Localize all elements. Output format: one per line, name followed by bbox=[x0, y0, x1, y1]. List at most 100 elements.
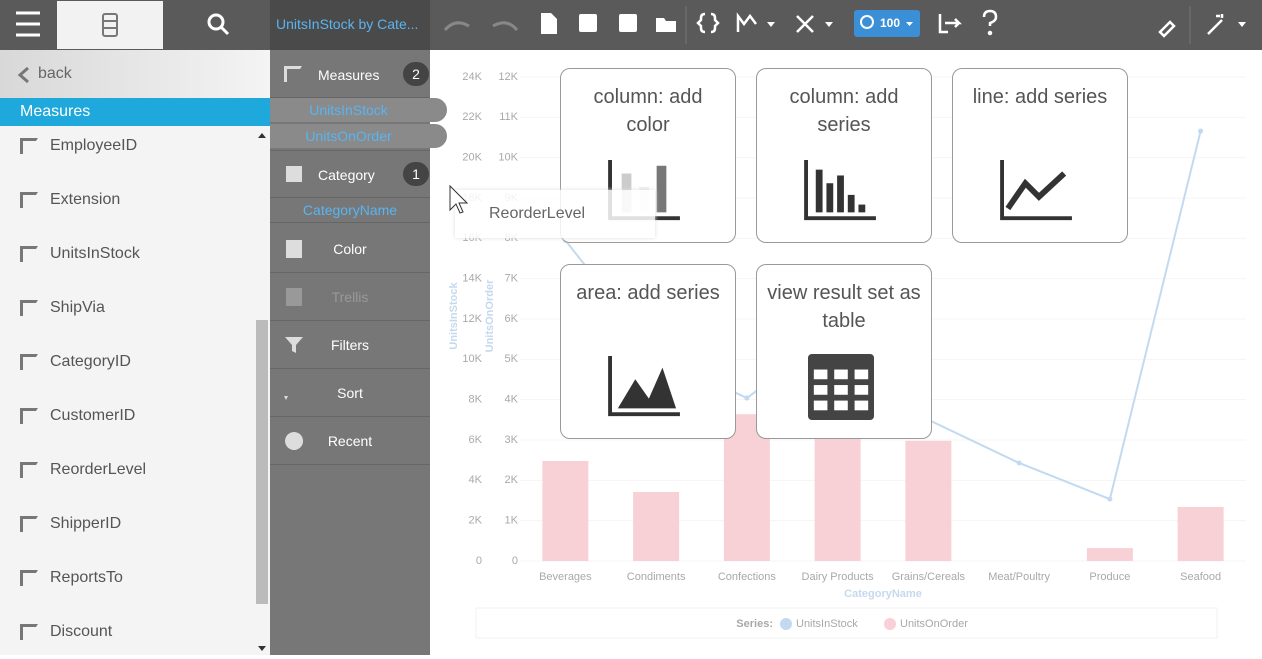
measure-pill[interactable]: UnitsOnOrder bbox=[270, 124, 447, 148]
suggestion-icon bbox=[804, 159, 876, 221]
scroll-up bbox=[258, 133, 266, 138]
icon-shape bbox=[20, 354, 38, 370]
legend-title: Series: bbox=[736, 618, 773, 630]
point bbox=[1107, 496, 1113, 502]
field-item[interactable]: ReorderLevel bbox=[0, 443, 256, 497]
icon-shape bbox=[804, 159, 876, 221]
scrollbar[interactable] bbox=[256, 320, 268, 604]
y2-tick-label: 10K bbox=[498, 152, 518, 164]
icon-shape bbox=[837, 175, 844, 213]
icon-shape bbox=[656, 165, 667, 213]
bar bbox=[1177, 506, 1224, 561]
y2-tick-label: 3K bbox=[505, 434, 519, 446]
back-label: back bbox=[38, 65, 72, 82]
suggestion-card[interactable]: column: add series bbox=[756, 68, 932, 243]
field-item[interactable]: EmployeeID bbox=[0, 119, 256, 173]
icon-shape bbox=[858, 204, 866, 213]
x-tick-label: Meat/Poultry bbox=[988, 571, 1050, 583]
category-count: 1 bbox=[403, 162, 429, 186]
icon-shape bbox=[854, 385, 869, 395]
field-item[interactable]: CustomerID bbox=[0, 389, 256, 443]
cursor bbox=[449, 184, 468, 214]
y-tick-label: 14K bbox=[462, 273, 482, 285]
shelf-option[interactable]: Recent bbox=[270, 417, 430, 465]
measures-count: 2 bbox=[403, 62, 429, 86]
suggestion-label: view result set as table bbox=[767, 282, 921, 332]
x-tick-label: Produce bbox=[1089, 571, 1130, 583]
icon-shape bbox=[20, 408, 38, 424]
suggestion-icon bbox=[808, 354, 874, 420]
suggestion-label: column: add series bbox=[789, 86, 899, 136]
report-title[interactable]: UnitsInStock by Cate... bbox=[276, 16, 419, 32]
field-item[interactable]: ShipVia bbox=[0, 281, 256, 335]
point bbox=[1198, 128, 1204, 134]
icon-shape bbox=[20, 246, 38, 262]
icon-shape bbox=[815, 169, 866, 213]
y-tick-label: 2K bbox=[469, 515, 483, 527]
category-row[interactable] bbox=[270, 150, 430, 198]
icon bbox=[20, 624, 38, 640]
y2-axis-title: UnitsOnOrder bbox=[484, 279, 496, 352]
point bbox=[744, 395, 750, 401]
suggestion-card[interactable]: view result set as table bbox=[756, 264, 932, 439]
suggestion-label: line: add series bbox=[972, 86, 1108, 108]
icon-shape bbox=[286, 240, 302, 258]
suggestion-label: column: add color bbox=[593, 86, 703, 136]
icon bbox=[20, 408, 38, 424]
shelf-option[interactable]: Trellis bbox=[270, 273, 430, 321]
measure-pill[interactable]: UnitsInStock bbox=[270, 98, 447, 122]
icon-shape bbox=[854, 400, 869, 411]
icon-shape bbox=[284, 385, 300, 400]
measures-row[interactable] bbox=[270, 50, 430, 98]
icon bbox=[20, 462, 38, 478]
bar bbox=[905, 440, 952, 561]
suggestion-card[interactable]: area: add series bbox=[560, 264, 736, 439]
y-tick-label: 6K bbox=[469, 434, 483, 446]
icon-shape bbox=[20, 570, 38, 586]
icon bbox=[286, 240, 302, 258]
y2-tick-label: 11K bbox=[499, 111, 518, 123]
shelf-option[interactable]: Color bbox=[270, 225, 430, 273]
icon-shape bbox=[285, 337, 303, 353]
bar bbox=[542, 460, 589, 561]
back-icon bbox=[17, 66, 29, 84]
toolbar-icons bbox=[16, 0, 1246, 50]
icon-shape bbox=[20, 138, 38, 154]
icon bbox=[20, 192, 38, 208]
suggestion-icon bbox=[1000, 159, 1072, 221]
y-tick-label: 24K bbox=[462, 71, 482, 83]
bar bbox=[1086, 548, 1133, 561]
icon-shape bbox=[834, 385, 848, 395]
x-tick-label: Seafood bbox=[1180, 571, 1221, 583]
icon-shape bbox=[813, 369, 828, 380]
x-tick-label: Dairy Products bbox=[802, 571, 875, 583]
shelf-option[interactable]: Filters bbox=[270, 321, 430, 369]
legend-label: UnitsOnOrder bbox=[900, 618, 968, 630]
x-tick-label: Condiments bbox=[627, 571, 686, 583]
field-item[interactable]: UnitsInStock bbox=[0, 227, 256, 281]
field-label: ShipVia bbox=[50, 299, 105, 316]
suggestion-card[interactable]: line: add series bbox=[952, 68, 1128, 243]
field-item[interactable]: CategoryID bbox=[0, 335, 256, 389]
icon-shape bbox=[286, 166, 302, 182]
x-tick-label: Confections bbox=[718, 571, 777, 583]
category-pill[interactable]: CategoryName bbox=[270, 199, 430, 223]
y-axis-title: UnitsInStock bbox=[448, 282, 460, 350]
field-item[interactable]: ShipperID bbox=[0, 497, 256, 551]
shelf-option[interactable]: Sort bbox=[270, 369, 430, 417]
field-item[interactable]: ReportsTo bbox=[0, 551, 256, 605]
icon bbox=[284, 66, 302, 82]
icon bbox=[20, 300, 38, 316]
field-item[interactable]: Extension bbox=[0, 173, 256, 227]
icon bbox=[20, 246, 38, 262]
back-row[interactable]: back bbox=[0, 50, 270, 98]
y-tick-label: 4K bbox=[469, 474, 483, 486]
icon-shape bbox=[20, 462, 38, 478]
scroll-arrows bbox=[258, 133, 266, 651]
icon-shape bbox=[815, 169, 823, 213]
field-item[interactable]: Discount bbox=[0, 605, 256, 659]
field-label: ReportsTo bbox=[50, 569, 123, 586]
field-label: ShipperID bbox=[50, 515, 122, 532]
suggestion-icon bbox=[608, 355, 680, 417]
